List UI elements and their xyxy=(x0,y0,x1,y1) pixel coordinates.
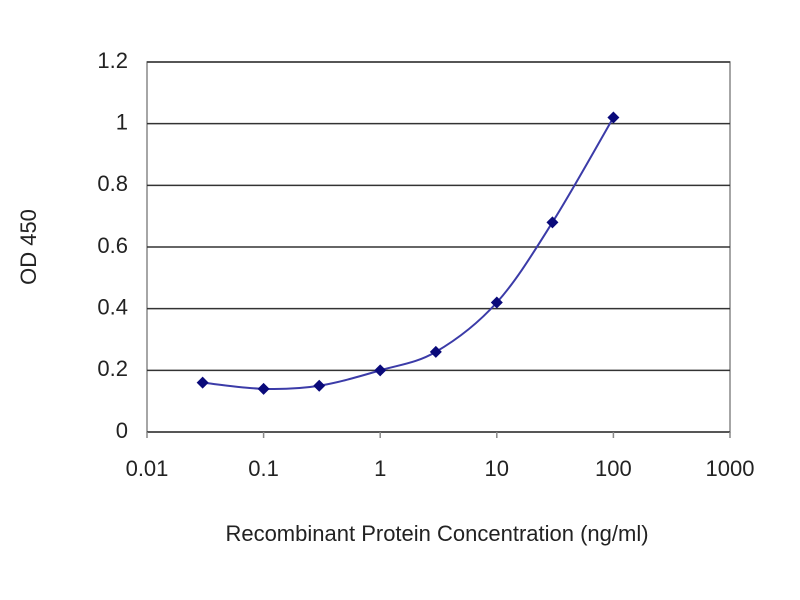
y-axis-title: OD 450 xyxy=(16,209,41,285)
data-point xyxy=(490,296,503,309)
data-point xyxy=(607,111,620,124)
x-tick-label: 0.01 xyxy=(126,456,169,481)
data-point xyxy=(546,216,559,229)
y-tick-label: 0.8 xyxy=(97,171,128,196)
x-tick-label: 1 xyxy=(374,456,386,481)
x-tick-label: 100 xyxy=(595,456,632,481)
x-tick-label: 1000 xyxy=(706,456,755,481)
x-tick-label: 10 xyxy=(485,456,509,481)
data-point xyxy=(313,379,326,392)
x-tick-label: 0.1 xyxy=(248,456,279,481)
data-point xyxy=(374,364,387,377)
data-point xyxy=(429,345,442,358)
y-tick-label: 0.6 xyxy=(97,233,128,258)
y-tick-label: 0.2 xyxy=(97,356,128,381)
x-axis-title: Recombinant Protein Concentration (ng/ml… xyxy=(225,521,648,546)
y-tick-label: 0 xyxy=(116,418,128,443)
y-tick-label: 1.2 xyxy=(97,48,128,73)
data-point xyxy=(196,376,209,389)
y-tick-label: 1 xyxy=(116,109,128,134)
data-point xyxy=(257,382,270,395)
y-tick-label: 0.4 xyxy=(97,294,128,319)
